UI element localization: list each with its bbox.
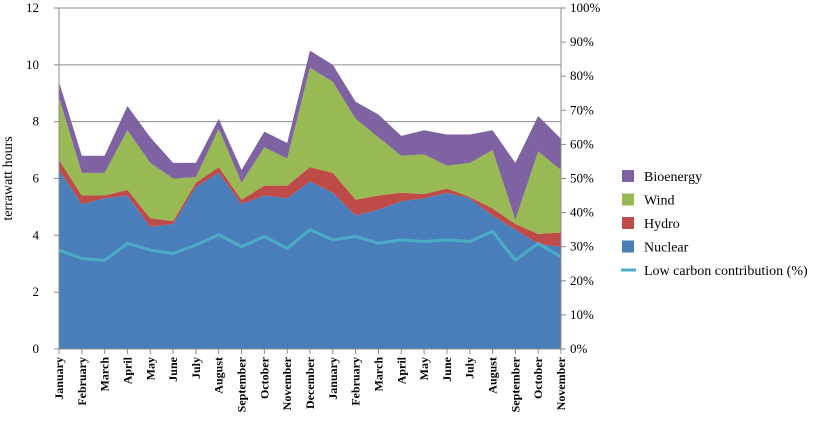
x-tick-label: September [235,356,249,412]
y-tick-label: 0 [33,341,40,356]
stacked-areas [59,50,561,349]
x-tick-label: October [257,356,271,399]
area-hydro [59,160,561,247]
y2-tick-label: 50% [570,171,594,186]
y-tick-label: 2 [33,284,40,299]
x-tick-label: August [212,357,226,394]
y-tick-label: 12 [26,0,39,15]
x-tick-label: October [531,356,545,399]
area-bioenergy [59,50,561,220]
legend: Bioenergy Wind Hydro Nuclear Low carbon cont… [621,170,808,279]
x-tick-label: June [440,356,454,381]
area-wind [59,67,561,234]
x-tick-label: August [486,357,500,394]
y2-tick-label: 100% [570,0,601,15]
y-tick-label: 6 [33,171,40,186]
x-tick-label: January [52,357,66,400]
y2-tick-label: 30% [570,239,594,254]
legend-label: Low carbon contribution (%) [644,264,808,279]
legend-label: Wind [644,194,675,209]
y2-tick-label: 20% [570,273,594,288]
legend-swatch [622,240,634,253]
x-tick-label: July [463,357,477,379]
x-tick-label: December [303,356,317,409]
legend-label: Nuclear [644,241,689,256]
y2-tick-label: 40% [570,205,594,220]
y2-tick-label: 80% [570,68,594,83]
x-tick-label: April [120,356,134,384]
line-series [58,228,562,262]
x-tick-label: April [394,356,408,384]
y2-tick-label: 60% [570,136,594,151]
x-tick-label: June [166,356,180,381]
legend-swatch [622,193,634,206]
y2-tick-label: 0% [570,341,588,356]
y2-tick-label: 10% [570,307,594,322]
legend-swatch [622,217,634,229]
x-tick-label: July [189,357,203,379]
area-nuclear [59,169,561,349]
x-tick-label: February [349,357,363,406]
x-tick-label: January [326,357,340,400]
y-tick-label: 4 [33,227,40,242]
x-tick-label: November [554,356,568,410]
y2-tick-label: 70% [570,102,594,117]
y2-tick-label: 90% [570,34,594,49]
y-tick-label: 10 [26,57,39,72]
x-tick-label: November [280,356,294,410]
legend-label: Hydro [644,217,680,232]
axes: 0 2 4 6 8 10 12 0% 10% 20% 30% 40% 50% 60% 70% 80% 90% 10… [1,0,601,412]
x-tick-label: May [143,357,157,380]
x-tick-label: March [98,357,112,392]
legend-swatch [622,170,634,182]
y-tick-label: 8 [33,114,40,129]
x-tick-label: May [417,357,431,380]
x-tick-label: September [508,356,522,412]
legend-label: Bioenergy [644,170,702,185]
y-axis-title: terrawatt hours [1,136,16,220]
x-tick-label: March [371,357,385,392]
line-low-carbon-contribution [58,228,562,262]
x-tick-label: February [75,357,89,406]
